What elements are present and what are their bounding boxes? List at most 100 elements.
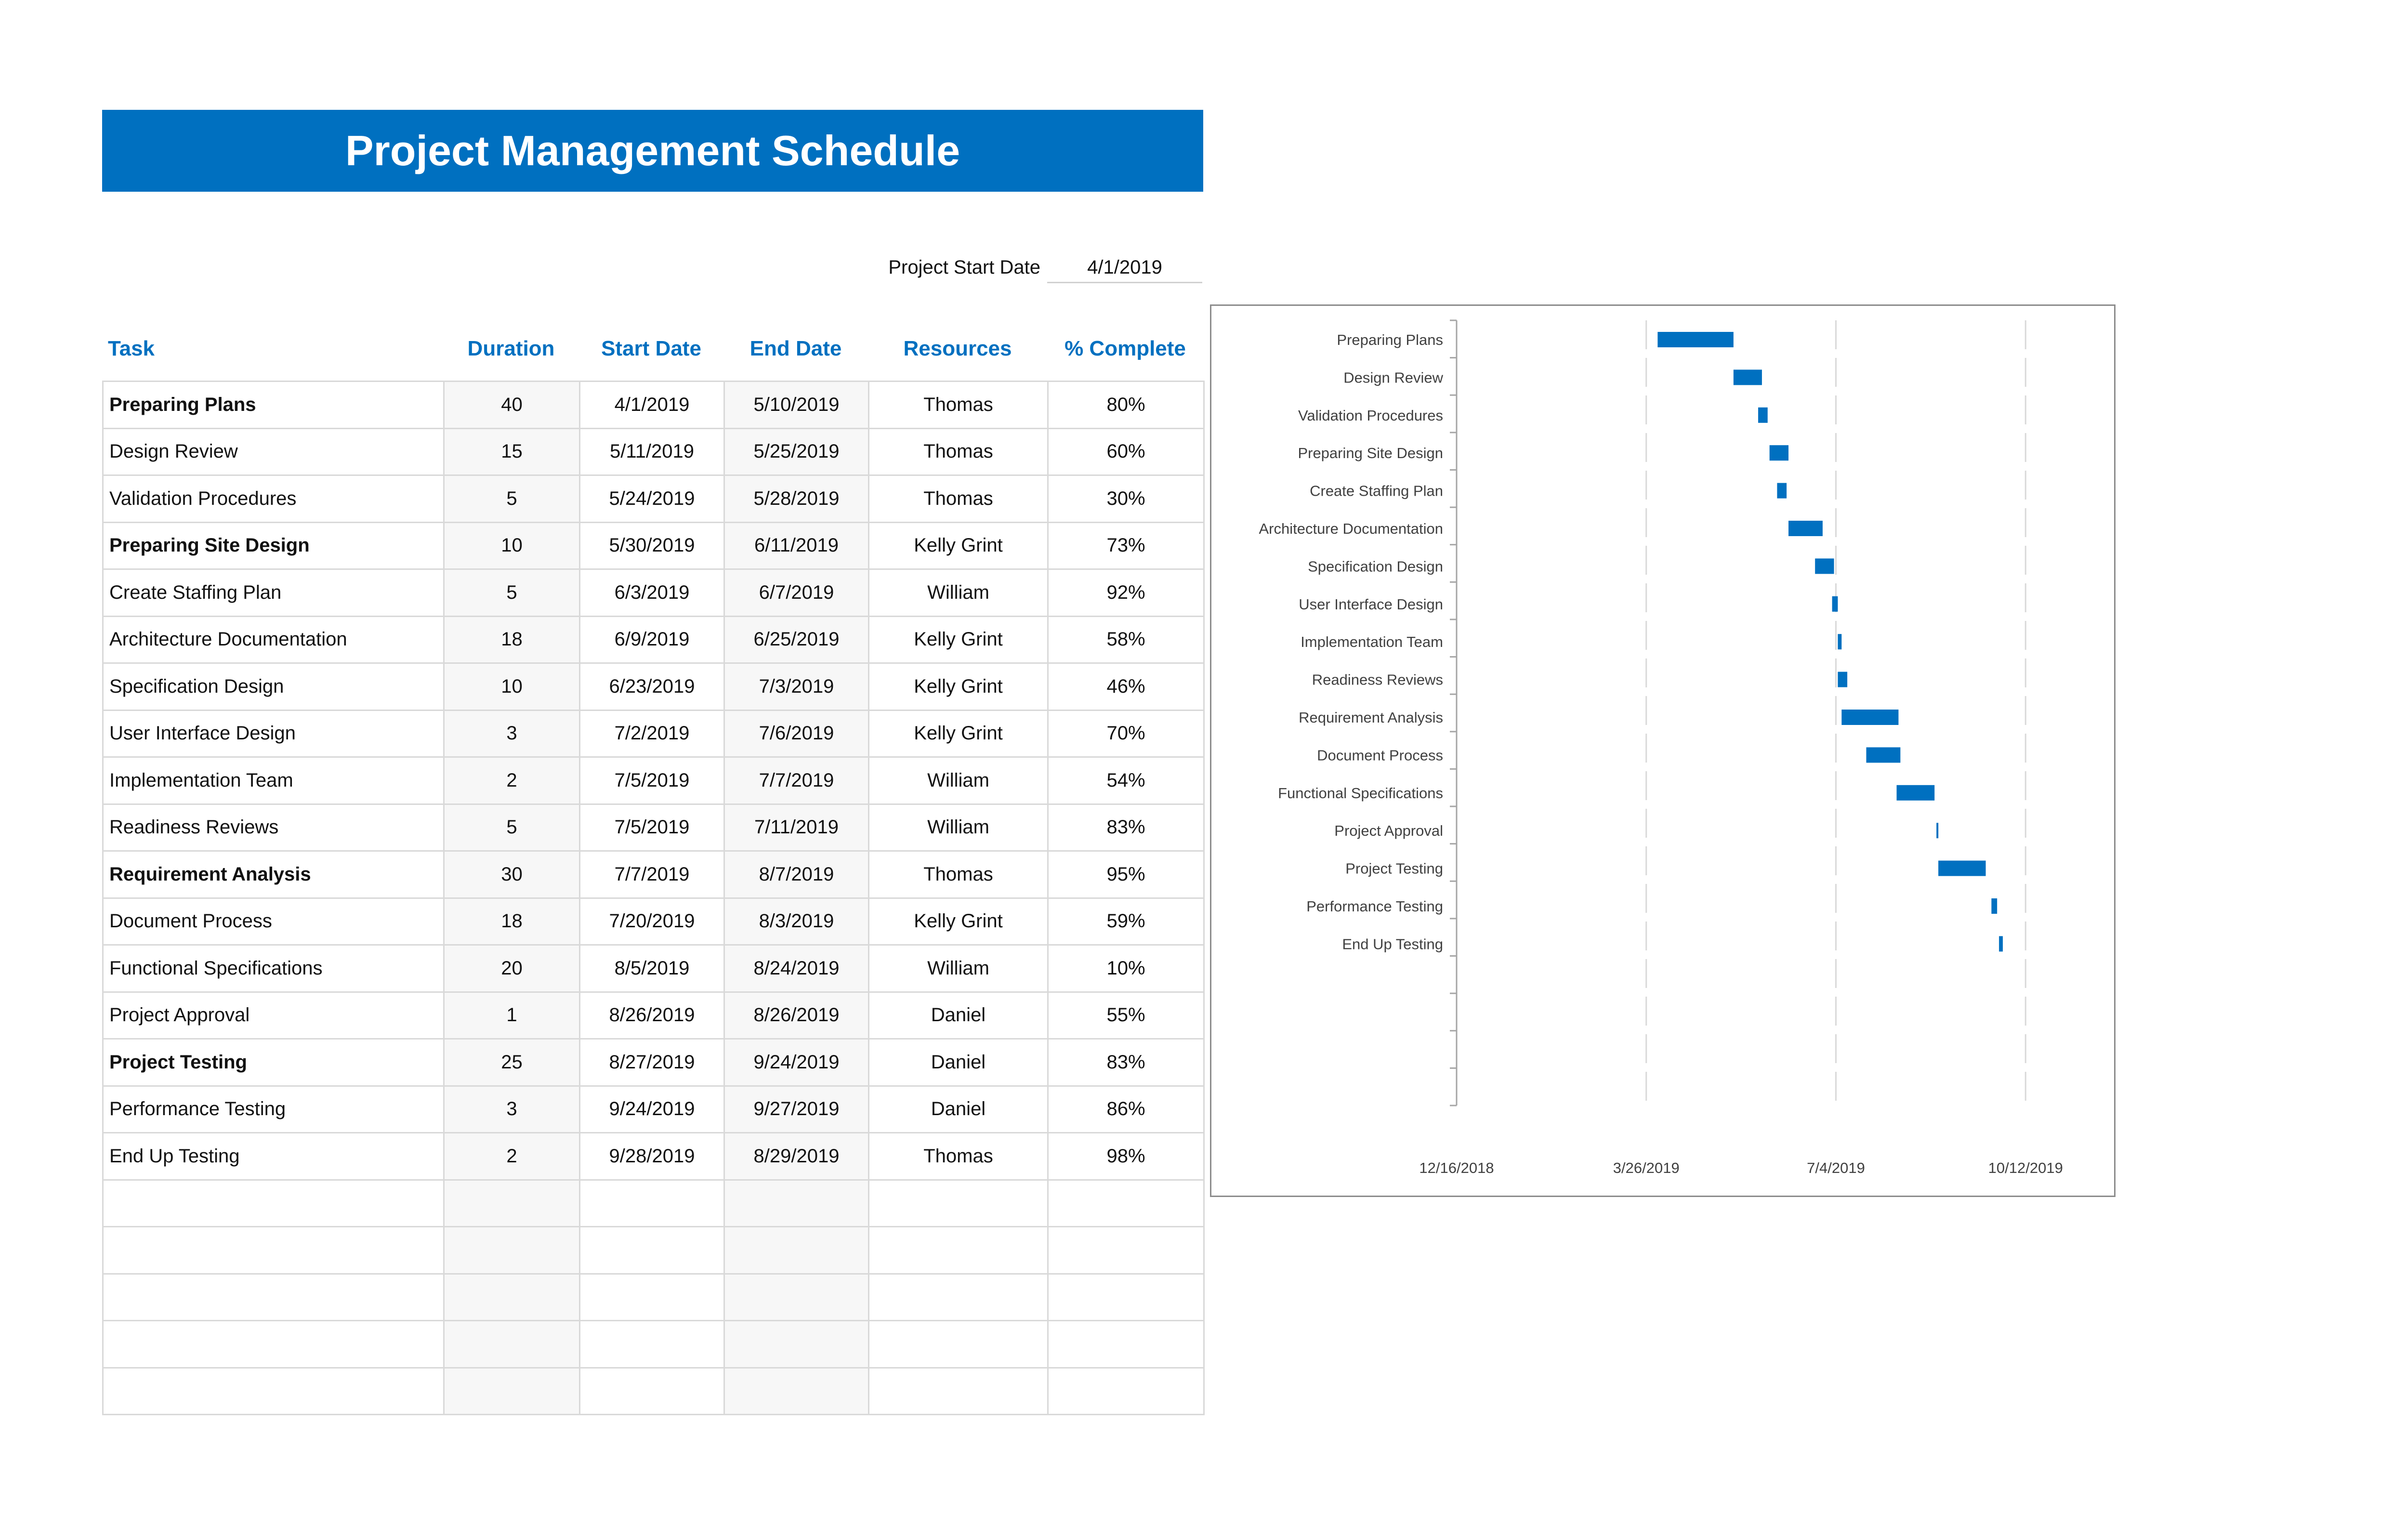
empty-cell[interactable] [1047, 1226, 1205, 1275]
end-date-cell[interactable]: 6/7/2019 [723, 568, 869, 617]
percent-complete-cell[interactable]: 92% [1047, 568, 1205, 617]
empty-cell[interactable] [443, 1226, 580, 1275]
empty-cell[interactable] [102, 1367, 445, 1415]
duration-cell[interactable]: 40 [443, 381, 580, 429]
resource-cell[interactable]: Thomas [868, 474, 1049, 523]
resource-cell[interactable]: Thomas [868, 850, 1049, 899]
table-row[interactable]: Validation Procedures 5 5/24/2019 5/28/2019… [102, 474, 1205, 523]
end-date-cell[interactable]: 6/25/2019 [723, 615, 869, 664]
task-name-cell[interactable]: Implementation Team [102, 756, 445, 805]
task-name-cell[interactable]: Functional Specifications [102, 944, 445, 993]
start-date-cell[interactable]: 5/30/2019 [579, 521, 725, 570]
resource-cell[interactable]: William [868, 803, 1049, 852]
percent-complete-cell[interactable]: 80% [1047, 381, 1205, 429]
start-date-cell[interactable]: 5/24/2019 [579, 474, 725, 523]
table-row[interactable]: Preparing Plans 40 4/1/2019 5/10/2019 Thomas… [102, 381, 1205, 429]
end-date-cell[interactable]: 7/6/2019 [723, 709, 869, 758]
start-date-cell[interactable]: 9/24/2019 [579, 1085, 725, 1133]
table-row[interactable]: Document Process 18 7/20/2019 8/3/2019 Kelly… [102, 897, 1205, 946]
duration-cell[interactable]: 30 [443, 850, 580, 899]
end-date-cell[interactable]: 8/3/2019 [723, 897, 869, 946]
empty-cell[interactable] [723, 1179, 869, 1227]
empty-table-row[interactable] [102, 1226, 1205, 1275]
empty-cell[interactable] [102, 1273, 445, 1321]
empty-table-row[interactable] [102, 1273, 1205, 1321]
resource-cell[interactable]: Kelly Grint [868, 709, 1049, 758]
empty-cell[interactable] [868, 1226, 1049, 1275]
task-name-cell[interactable]: Create Staffing Plan [102, 568, 445, 617]
table-row[interactable]: Project Approval 1 8/26/2019 8/26/2019 Danie… [102, 991, 1205, 1040]
start-date-cell[interactable]: 8/5/2019 [579, 944, 725, 993]
resource-cell[interactable]: Daniel [868, 1038, 1049, 1087]
percent-complete-cell[interactable]: 70% [1047, 709, 1205, 758]
percent-complete-cell[interactable]: 55% [1047, 991, 1205, 1040]
empty-cell[interactable] [102, 1320, 445, 1369]
table-row[interactable]: Preparing Site Design 10 5/30/2019 6/11/201… [102, 521, 1205, 570]
percent-complete-cell[interactable]: 46% [1047, 662, 1205, 711]
duration-cell[interactable]: 18 [443, 897, 580, 946]
end-date-cell[interactable]: 9/27/2019 [723, 1085, 869, 1133]
percent-complete-cell[interactable]: 95% [1047, 850, 1205, 899]
duration-cell[interactable]: 5 [443, 803, 580, 852]
start-date-cell[interactable]: 6/3/2019 [579, 568, 725, 617]
start-date-cell[interactable]: 7/5/2019 [579, 803, 725, 852]
task-name-cell[interactable]: Project Testing [102, 1038, 445, 1087]
table-row[interactable]: Requirement Analysis 30 7/7/2019 8/7/2019 Th… [102, 850, 1205, 899]
duration-cell[interactable]: 5 [443, 474, 580, 523]
end-date-cell[interactable]: 7/3/2019 [723, 662, 869, 711]
empty-cell[interactable] [868, 1179, 1049, 1227]
empty-cell[interactable] [579, 1179, 725, 1227]
resource-cell[interactable]: William [868, 568, 1049, 617]
table-row[interactable]: User Interface Design 3 7/2/2019 7/6/2019 Ke… [102, 709, 1205, 758]
header-start-date[interactable]: Start Date [601, 337, 701, 360]
resource-cell[interactable]: Thomas [868, 1132, 1049, 1181]
empty-cell[interactable] [723, 1273, 869, 1321]
empty-cell[interactable] [723, 1320, 869, 1369]
project-start-date-input[interactable]: 4/1/2019 [1047, 253, 1202, 283]
resource-cell[interactable]: Kelly Grint [868, 615, 1049, 664]
percent-complete-cell[interactable]: 98% [1047, 1132, 1205, 1181]
table-row[interactable]: Create Staffing Plan 5 6/3/2019 6/7/2019 Wil… [102, 568, 1205, 617]
task-name-cell[interactable]: Requirement Analysis [102, 850, 445, 899]
task-name-cell[interactable]: Readiness Reviews [102, 803, 445, 852]
empty-table-row[interactable] [102, 1320, 1205, 1369]
resource-cell[interactable]: Daniel [868, 1085, 1049, 1133]
duration-cell[interactable]: 5 [443, 568, 580, 617]
start-date-cell[interactable]: 7/2/2019 [579, 709, 725, 758]
table-row[interactable]: Architecture Documentation 18 6/9/2019 6/25… [102, 615, 1205, 664]
duration-cell[interactable]: 2 [443, 756, 580, 805]
empty-cell[interactable] [102, 1226, 445, 1275]
end-date-cell[interactable]: 5/10/2019 [723, 381, 869, 429]
end-date-cell[interactable]: 8/24/2019 [723, 944, 869, 993]
duration-cell[interactable]: 3 [443, 709, 580, 758]
empty-cell[interactable] [443, 1320, 580, 1369]
table-row[interactable]: Project Testing 25 8/27/2019 9/24/2019 Danie… [102, 1038, 1205, 1087]
empty-cell[interactable] [1047, 1179, 1205, 1227]
task-name-cell[interactable]: Validation Procedures [102, 474, 445, 523]
start-date-cell[interactable]: 6/9/2019 [579, 615, 725, 664]
start-date-cell[interactable]: 7/20/2019 [579, 897, 725, 946]
header-percent-complete[interactable]: % Complete [1065, 337, 1186, 360]
percent-complete-cell[interactable]: 54% [1047, 756, 1205, 805]
empty-cell[interactable] [723, 1367, 869, 1415]
start-date-cell[interactable]: 4/1/2019 [579, 381, 725, 429]
header-duration[interactable]: Duration [467, 337, 555, 360]
empty-cell[interactable] [579, 1367, 725, 1415]
end-date-cell[interactable]: 8/7/2019 [723, 850, 869, 899]
resource-cell[interactable]: William [868, 756, 1049, 805]
empty-cell[interactable] [868, 1273, 1049, 1321]
task-name-cell[interactable]: Architecture Documentation [102, 615, 445, 664]
empty-cell[interactable] [868, 1367, 1049, 1415]
percent-complete-cell[interactable]: 30% [1047, 474, 1205, 523]
resource-cell[interactable]: Kelly Grint [868, 662, 1049, 711]
task-name-cell[interactable]: Document Process [102, 897, 445, 946]
table-row[interactable]: Functional Specifications 20 8/5/2019 8/24/… [102, 944, 1205, 993]
table-row[interactable]: Design Review 15 5/11/2019 5/25/2019 Thomas 6… [102, 427, 1205, 476]
table-row[interactable]: End Up Testing 2 9/28/2019 8/29/2019 Thomas 9… [102, 1132, 1205, 1181]
empty-table-row[interactable] [102, 1367, 1205, 1415]
empty-cell[interactable] [102, 1179, 445, 1227]
percent-complete-cell[interactable]: 59% [1047, 897, 1205, 946]
end-date-cell[interactable]: 5/25/2019 [723, 427, 869, 476]
percent-complete-cell[interactable]: 73% [1047, 521, 1205, 570]
start-date-cell[interactable]: 7/7/2019 [579, 850, 725, 899]
